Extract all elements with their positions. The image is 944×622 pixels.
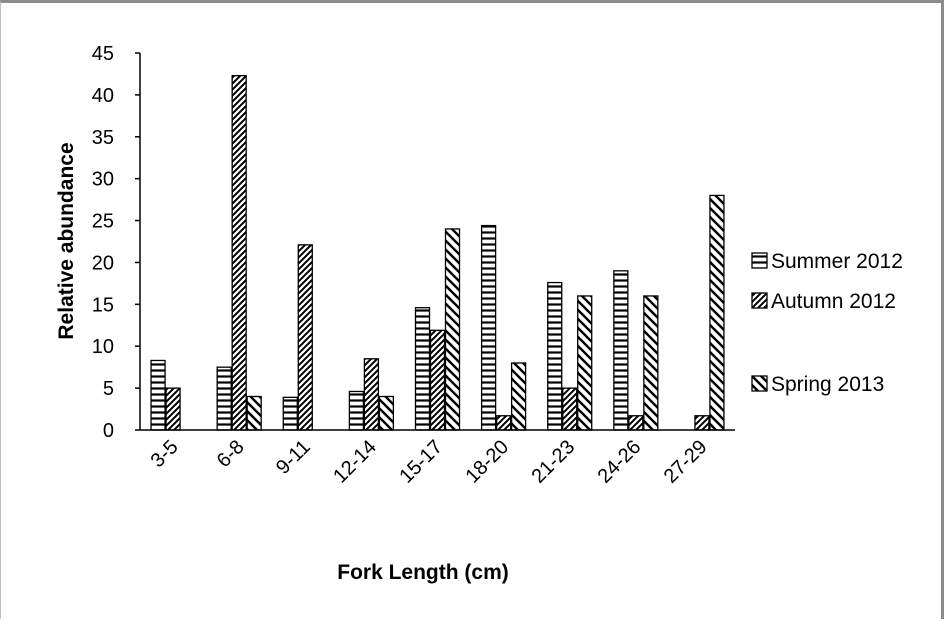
y-axis-title: Relative abundance xyxy=(55,142,78,339)
bar-spring-2013-24-26 xyxy=(643,295,659,431)
y-tick-label: 15 xyxy=(92,294,114,316)
bar-autumn-2012-24-26 xyxy=(628,415,644,431)
bar-autumn-2012-27-29 xyxy=(694,415,710,431)
bar-summer-2012-21-23 xyxy=(547,281,563,431)
bar-spring-2013-27-29 xyxy=(709,194,725,431)
y-tick-label: 25 xyxy=(92,211,114,233)
y-tick-label: 5 xyxy=(103,378,114,400)
legend-swatch-spring-2013 xyxy=(751,375,768,392)
y-tick-label: 45 xyxy=(92,43,114,65)
x-tick-label: 3-5 xyxy=(147,436,183,472)
bar-autumn-2012-3-5 xyxy=(165,387,181,431)
x-tick-label: 6-8 xyxy=(213,436,249,472)
bar-autumn-2012-21-23 xyxy=(562,387,578,431)
bar-summer-2012-24-26 xyxy=(613,270,629,431)
x-tick-label: 15-17 xyxy=(395,436,447,488)
legend-swatch-summer-2012 xyxy=(751,252,768,269)
bar-spring-2013-18-20 xyxy=(510,362,527,431)
bar-spring-2013-21-23 xyxy=(577,295,593,431)
legend: Summer 2012 Autumn 2012 Spring 2013 xyxy=(751,250,903,396)
y-tick-label: 30 xyxy=(92,169,114,191)
bar-spring-2013-6-8 xyxy=(246,395,262,431)
legend-label: Autumn 2012 xyxy=(771,290,896,313)
bar-autumn-2012-15-17 xyxy=(429,329,446,431)
x-tick-label: 27-29 xyxy=(660,436,712,488)
bar-autumn-2012-9-11 xyxy=(297,244,313,431)
legend-label: Summer 2012 xyxy=(771,250,903,273)
bar-summer-2012-3-5 xyxy=(150,359,166,431)
bar-summer-2012-6-8 xyxy=(216,366,232,431)
bar-summer-2012-12-14 xyxy=(348,390,365,431)
bar-spring-2013-15-17 xyxy=(444,228,461,431)
x-tick-label: 21-23 xyxy=(528,436,580,488)
x-tick-label: 18-20 xyxy=(461,436,513,488)
bar-autumn-2012-12-14 xyxy=(363,358,380,431)
x-tick-label: 24-26 xyxy=(594,436,646,488)
bar-autumn-2012-6-8 xyxy=(231,74,247,431)
legend-swatch-autumn-2012 xyxy=(751,292,768,309)
legend-label: Spring 2013 xyxy=(771,373,884,396)
bar-summer-2012-9-11 xyxy=(282,396,298,431)
y-tick-label: 10 xyxy=(92,336,114,358)
x-tick-label: 9-11 xyxy=(272,436,315,479)
bars xyxy=(150,74,725,431)
x-tick-label: 12-14 xyxy=(329,436,381,488)
bar-spring-2013-12-14 xyxy=(378,395,395,431)
x-axis-title: Fork Length (cm) xyxy=(337,561,509,584)
bar-summer-2012-18-20 xyxy=(480,224,497,431)
bar-chart: Relative abundance 0 5 10 15 20 25 30 35 40 45 3-… xyxy=(55,43,903,584)
bar-autumn-2012-18-20 xyxy=(495,415,512,431)
y-axis: 0 5 10 15 20 25 30 35 40 45 xyxy=(92,43,140,442)
y-tick-label: 20 xyxy=(92,252,114,274)
y-tick-label: 40 xyxy=(92,85,114,107)
x-axis: 3-5 6-8 9-11 12-14 15-17 18-20 21-23 24-26 27-29 xyxy=(147,436,712,488)
y-tick-label: 0 xyxy=(103,420,114,442)
y-tick-label: 35 xyxy=(92,127,114,149)
bar-summer-2012-15-17 xyxy=(414,307,431,431)
